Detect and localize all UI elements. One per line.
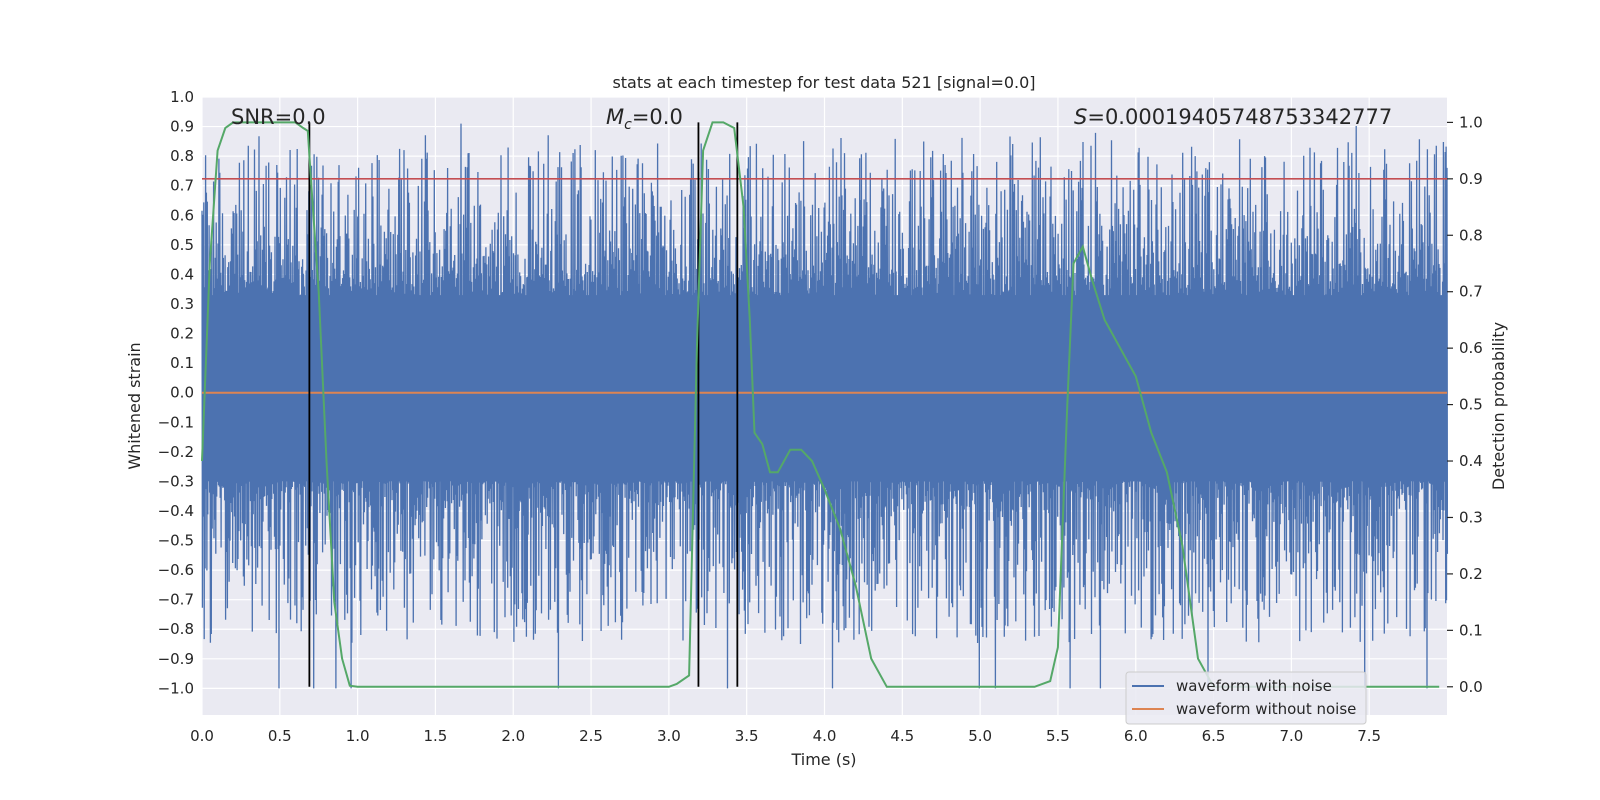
x-tick-label: 4.0: [813, 727, 837, 745]
y2-tick-label: 0.7: [1459, 283, 1483, 301]
noise-line: [201, 123, 1449, 689]
x-tick-label: 4.5: [890, 727, 914, 745]
y-tick-label: −0.8: [158, 620, 194, 638]
y-tick-label: 0.9: [170, 118, 194, 136]
data-lines: [201, 121, 1447, 688]
y-tick-label: 0.0: [170, 384, 194, 402]
x-tick-label: 7.0: [1279, 727, 1303, 745]
y-tick-label: −0.1: [158, 413, 194, 431]
x-tick-label: 0.5: [268, 727, 292, 745]
y-tick-label: 0.5: [170, 236, 194, 254]
y-axis-label: Whitened strain: [125, 342, 144, 469]
x-axis-label: Time (s): [790, 750, 856, 769]
y-tick-label: 0.6: [170, 206, 194, 224]
y2-axis-ticks: 1.0 0.9 0.8 0.7 0.6 0.5 0.4 0.3 0.2 0.1 0.0: [1447, 113, 1483, 696]
y2-tick-label: 0.0: [1459, 678, 1483, 696]
y-tick-label: 0.4: [170, 265, 194, 283]
y2-tick-label: 0.5: [1459, 396, 1483, 414]
y2-tick-label: 0.9: [1459, 170, 1483, 188]
y2-tick-label: 0.3: [1459, 508, 1483, 526]
x-tick-label: 3.5: [735, 727, 759, 745]
y-tick-label: −0.9: [158, 650, 194, 668]
y2-tick-label: 0.1: [1459, 621, 1483, 639]
legend-label-clean: waveform without noise: [1176, 700, 1356, 718]
y-tick-label: −0.6: [158, 561, 194, 579]
y2-tick-label: 0.4: [1459, 452, 1483, 470]
detection-probability-line: [201, 121, 1440, 688]
y2-tick-label: 1.0: [1459, 113, 1483, 131]
y2-tick-label: 0.8: [1459, 226, 1483, 244]
y-tick-label: −1.0: [158, 679, 194, 697]
x-tick-label: 2.0: [501, 727, 525, 745]
x-tick-label: 6.0: [1124, 727, 1148, 745]
legend-label-noise: waveform with noise: [1176, 677, 1332, 695]
chirp-mass-annotation: Mc=0.0: [606, 105, 683, 133]
x-tick-label: 5.0: [968, 727, 992, 745]
y-tick-label: 0.7: [170, 177, 194, 195]
x-tick-label: 2.5: [579, 727, 603, 745]
x-tick-label: 6.5: [1202, 727, 1226, 745]
y-tick-label: −0.7: [158, 591, 194, 609]
snr-annotation: SNR=0.0: [231, 105, 326, 129]
x-tick-label: 5.5: [1046, 727, 1070, 745]
x-tick-label: 7.5: [1357, 727, 1381, 745]
y-tick-label: 0.8: [170, 147, 194, 165]
waveform-with-noise-series: [201, 123, 1449, 689]
y2-axis-label: Detection probability: [1489, 322, 1508, 490]
s-annotation: S=0.00019405748753342777: [1074, 105, 1392, 129]
y-tick-label: 0.1: [170, 354, 194, 372]
y-tick-label: −0.5: [158, 532, 194, 550]
legend: waveform with noise waveform without noi…: [1125, 671, 1367, 725]
legend-box: [1125, 671, 1367, 725]
y2-tick-label: 0.6: [1459, 339, 1483, 357]
y-axis-ticks: 1.0 0.9 0.8 0.7 0.6 0.5 0.4 0.3 0.2 0.1 0.0 −0.1 −0.…: [158, 88, 194, 697]
x-tick-label: 1.5: [424, 727, 448, 745]
x-tick-label: 0.0: [190, 727, 214, 745]
y-tick-label: 0.2: [170, 325, 194, 343]
x-tick-label: 3.0: [657, 727, 681, 745]
y2-tick-label: 0.2: [1459, 565, 1483, 583]
y-tick-label: −0.4: [158, 502, 194, 520]
y-tick-label: 0.3: [170, 295, 194, 313]
y-tick-label: −0.3: [158, 472, 194, 490]
x-axis-ticks: 0.0 0.5 1.0 1.5 2.0 2.5 3.0 3.5 4.0 4.5 5.0 5.5 6.0 6…: [190, 727, 1381, 745]
x-tick-label: 1.0: [346, 727, 370, 745]
y-tick-label: −0.2: [158, 443, 194, 461]
y-tick-label: 1.0: [170, 88, 194, 106]
chart-title: stats at each timestep for test data 521…: [612, 73, 1035, 92]
